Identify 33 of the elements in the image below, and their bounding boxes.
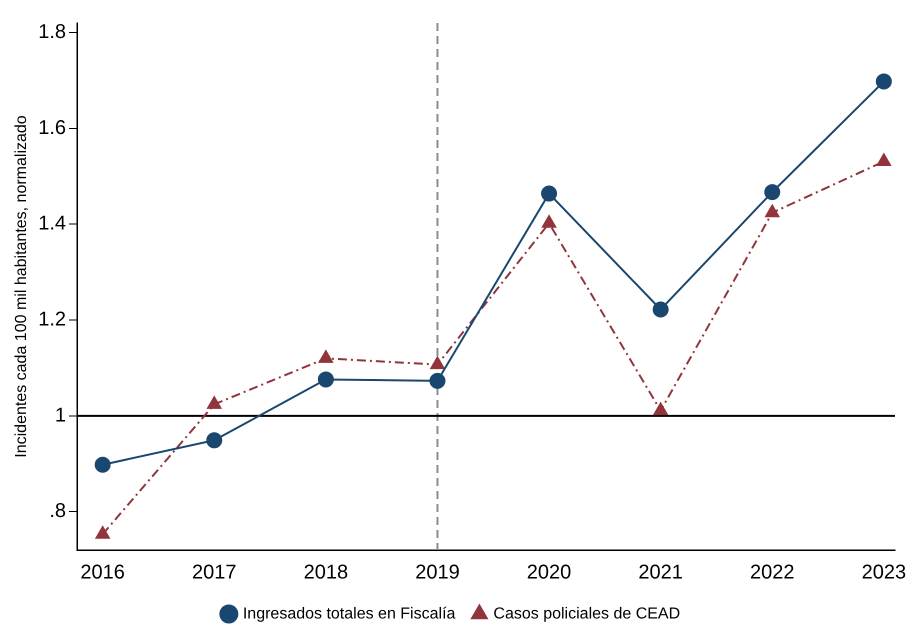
x-tick-label: 2020 (526, 562, 572, 584)
y-tick-label: 1.2 (38, 308, 66, 331)
point (654, 402, 668, 416)
x-tick-label: 2016 (80, 562, 125, 584)
point (429, 372, 446, 389)
point (765, 204, 780, 218)
point (207, 396, 222, 409)
y-tick-label: 1.8 (38, 21, 66, 44)
point (94, 456, 111, 473)
legend-label: Ingresados totales en Fiscalía (242, 605, 456, 622)
y-tick-label: .8 (49, 500, 66, 522)
legend-label: Casos policiales de CEAD (493, 605, 680, 622)
x-tick-label: 2022 (750, 562, 794, 584)
point (430, 356, 445, 370)
x-tick-label: 2019 (415, 562, 460, 584)
y-tick-label: 1 (54, 404, 66, 426)
x-tick-label: 2021 (638, 562, 683, 584)
y-tick-label: 1.4 (38, 212, 66, 235)
x-tick-label: 2018 (304, 562, 348, 584)
point (876, 73, 892, 90)
point (876, 153, 891, 166)
y-tick-label: 1.6 (38, 116, 66, 139)
x-tick-label: 2017 (192, 562, 237, 584)
point (318, 350, 333, 363)
point (541, 186, 558, 202)
point (764, 184, 780, 200)
point (318, 371, 334, 388)
x-tick-label: 2023 (862, 562, 906, 584)
point (206, 432, 222, 448)
y-axis-title: Incidentes cada 100 mil habitantes, normalizado (13, 115, 30, 458)
point (96, 526, 110, 539)
point (652, 301, 669, 318)
point (542, 215, 556, 228)
